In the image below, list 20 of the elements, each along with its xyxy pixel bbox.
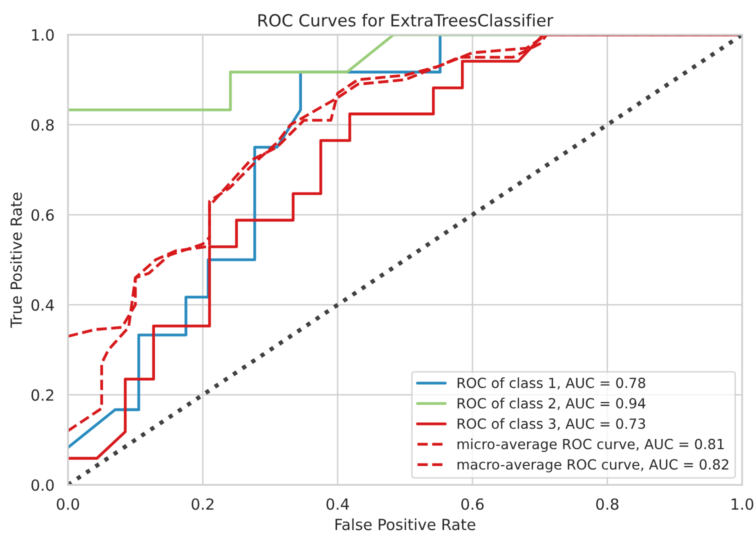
chart-title: ROC Curves for ExtraTreesClassifier [258,14,554,27]
y-tick-label: 0.2 [31,389,54,401]
x-tick-label: 1.0 [732,498,754,510]
x-tick-label: 0.6 [461,498,484,510]
y-tick-label: 0.4 [31,299,54,311]
legend-label: micro-average ROC curve, AUC = 0.81 [458,438,724,452]
y-tick-label: 0.8 [31,119,54,131]
y-axis-title: True Positive Rate [10,192,22,328]
x-axis-title: False Positive Rate [336,518,476,530]
legend-label: ROC of class 2, AUC = 0.94 [458,398,646,410]
y-tick-label: 1.0 [32,29,54,41]
legend-label: ROC of class 1, AUC = 0.78 [458,377,646,390]
legend-label: macro-average ROC curve, AUC = 0.82 [458,459,728,472]
x-tick-label: 0.4 [326,498,349,510]
x-tick-label: 0.0 [56,498,80,510]
y-tick-label: 0.6 [31,209,54,221]
y-tick-label: 0.0 [31,479,54,491]
x-tick-label: 0.2 [192,498,214,510]
x-tick-label: 0.8 [596,498,618,510]
legend-label: ROC of class 3, AUC = 0.73 [458,418,646,430]
